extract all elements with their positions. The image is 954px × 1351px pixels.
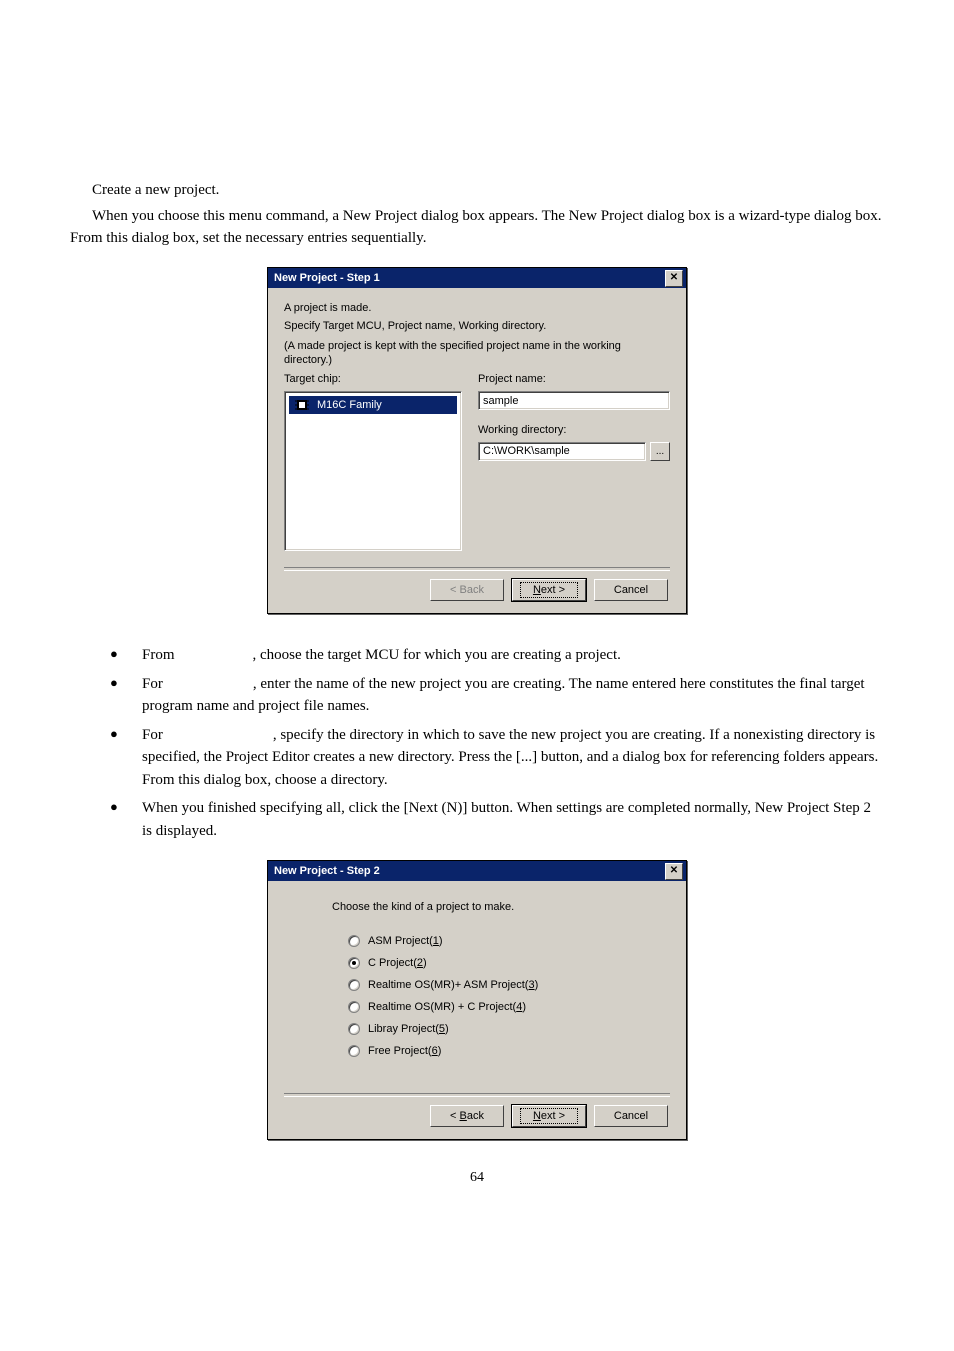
close-icon[interactable]: ✕ <box>665 270 683 287</box>
radio-c-project[interactable]: C Project(2) <box>348 957 670 969</box>
radio-asm-project[interactable]: ASM Project(1) <box>348 935 670 947</box>
bullet-2: For, enter the name of the new project y… <box>110 673 884 718</box>
next-button[interactable]: Next > <box>512 1105 586 1127</box>
target-chip-item[interactable]: M16C Family <box>289 396 457 414</box>
project-name-label: Project name: <box>478 373 670 387</box>
radio-library-project[interactable]: Libray Project(5) <box>348 1023 670 1035</box>
radio-rtos-c-project[interactable]: Realtime OS(MR) + C Project(4) <box>348 1001 670 1013</box>
cancel-button[interactable]: Cancel <box>594 1105 668 1127</box>
next-button[interactable]: Next > <box>512 579 586 601</box>
radio-rtos-asm-project[interactable]: Realtime OS(MR)+ ASM Project(3) <box>348 979 670 991</box>
close-icon[interactable]: ✕ <box>665 863 683 880</box>
bullet-3: For, specify the directory in which to s… <box>110 724 884 792</box>
radio-icon <box>348 979 360 991</box>
dialog1-titlebar: New Project - Step 1 ✕ <box>268 268 686 288</box>
dialog1-desc3: (A made project is kept with the specifi… <box>284 340 670 368</box>
target-chip-value: M16C Family <box>317 399 382 411</box>
intro-line-1: Create a new project. <box>70 180 884 202</box>
dialog2-titlebar: New Project - Step 2 ✕ <box>268 861 686 881</box>
dialog1-title: New Project - Step 1 <box>274 272 380 284</box>
bullet-4: When you finished specifying all, click … <box>110 797 884 842</box>
radio-icon <box>348 1045 360 1057</box>
radio-icon <box>348 935 360 947</box>
browse-button[interactable]: ... <box>650 442 670 461</box>
radio-icon <box>348 1023 360 1035</box>
separator <box>284 1093 670 1097</box>
bullet-1: From, choose the target MCU for which yo… <box>110 644 884 667</box>
cancel-button[interactable]: Cancel <box>594 579 668 601</box>
dialog1-desc1: A project is made. <box>284 302 670 316</box>
radio-icon <box>348 957 360 969</box>
dialog1-desc2: Specify Target MCU, Project name, Workin… <box>284 320 670 334</box>
page-number: 64 <box>70 1170 884 1186</box>
intro-line-2: When you choose this menu command, a New… <box>70 206 884 250</box>
dialog2-container: New Project - Step 2 ✕ Choose the kind o… <box>70 860 884 1140</box>
dialog2-title: New Project - Step 2 <box>274 865 380 877</box>
project-name-input[interactable] <box>478 391 670 410</box>
target-chip-label: Target chip: <box>284 373 462 387</box>
separator <box>284 567 670 571</box>
dialog2-desc: Choose the kind of a project to make. <box>284 895 670 925</box>
radio-icon <box>348 1001 360 1013</box>
chip-icon <box>293 397 311 413</box>
instruction-bullets: From, choose the target MCU for which yo… <box>70 644 884 842</box>
new-project-step1-dialog: New Project - Step 1 ✕ A project is made… <box>267 267 687 614</box>
project-type-radiogroup: ASM Project(1) C Project(2) Realtime OS(… <box>284 925 670 1077</box>
working-dir-input[interactable] <box>478 442 646 461</box>
target-chip-listbox[interactable]: M16C Family <box>284 391 462 551</box>
working-dir-label: Working directory: <box>478 424 670 438</box>
back-button: < Back <box>430 579 504 601</box>
dialog1-container: New Project - Step 1 ✕ A project is made… <box>70 267 884 614</box>
back-button[interactable]: < Back <box>430 1105 504 1127</box>
radio-free-project[interactable]: Free Project(6) <box>348 1045 670 1057</box>
new-project-step2-dialog: New Project - Step 2 ✕ Choose the kind o… <box>267 860 687 1140</box>
